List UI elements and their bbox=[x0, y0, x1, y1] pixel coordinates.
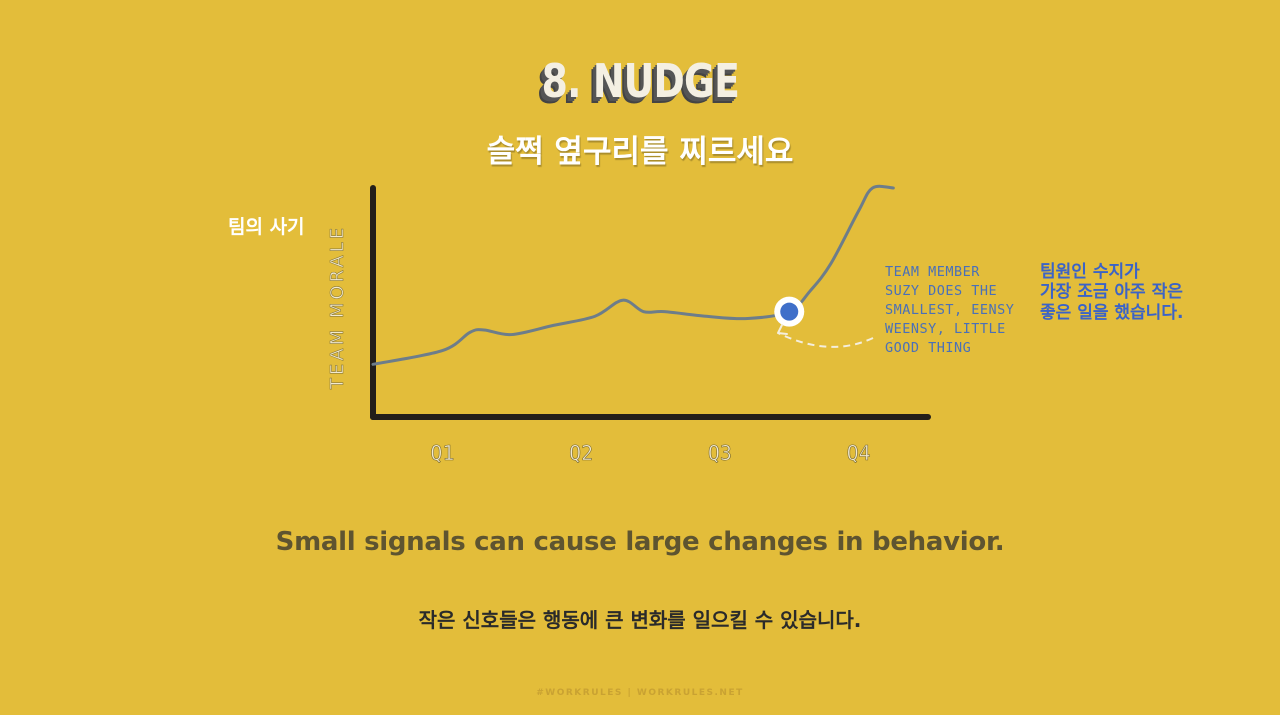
series-line-0 bbox=[371, 184, 895, 366]
annotation-korean: 팀원인 수지가 가장 조금 아주 작은 좋은 일을 했습니다. bbox=[1040, 262, 1184, 323]
annotation-line-5: GOOD THING bbox=[885, 340, 971, 356]
page-title-korean: 슬쩍 옆구리를 찌르세요 bbox=[486, 134, 794, 170]
annotation-line-3: SMALLEST, EENSY bbox=[885, 302, 1014, 318]
annotation-line-2: SUZY DOES THE bbox=[885, 283, 997, 299]
x-tick-label-q2: Q2 bbox=[569, 441, 593, 465]
annotation-text: TEAM MEMBER SUZY DOES THE SMALLEST, EENSY W… bbox=[885, 264, 1014, 356]
chart-highlight bbox=[774, 296, 805, 327]
title-block: 8. NUDGE bbox=[0, 58, 1280, 104]
footer-text: #WORKRULES | WORKRULES.NET bbox=[536, 688, 744, 698]
chart-axes: TEAM MORALE Q1 Q2 Q3 Q4 bbox=[327, 185, 931, 465]
x-tick-label-q4: Q4 bbox=[847, 441, 871, 465]
x-tick-label-q3: Q3 bbox=[708, 441, 732, 465]
chart-annotation: TEAM MEMBER SUZY DOES THE SMALLEST, EENSY W… bbox=[777, 264, 1014, 356]
annotation-line-1: TEAM MEMBER bbox=[885, 264, 980, 280]
y-axis-label: TEAM MORALE bbox=[327, 225, 348, 390]
subtitle: Small signals can cause large changes in… bbox=[275, 527, 1005, 557]
y-axis-label-korean: 팀의 사기 bbox=[228, 216, 305, 238]
chart-series bbox=[371, 184, 895, 366]
x-tick-label-q1: Q1 bbox=[430, 441, 454, 465]
subtitle-korean: 작은 신호들은 행동에 큰 변화를 일으킬 수 있습니다. bbox=[418, 608, 862, 632]
annotation-line-4: WEENSY, LITTLE bbox=[885, 321, 1006, 337]
annotation-arrow bbox=[777, 332, 874, 348]
annotation-arrow-head bbox=[777, 324, 788, 335]
page-title: 8. NUDGE bbox=[541, 54, 739, 108]
highlight-marker bbox=[780, 302, 799, 321]
